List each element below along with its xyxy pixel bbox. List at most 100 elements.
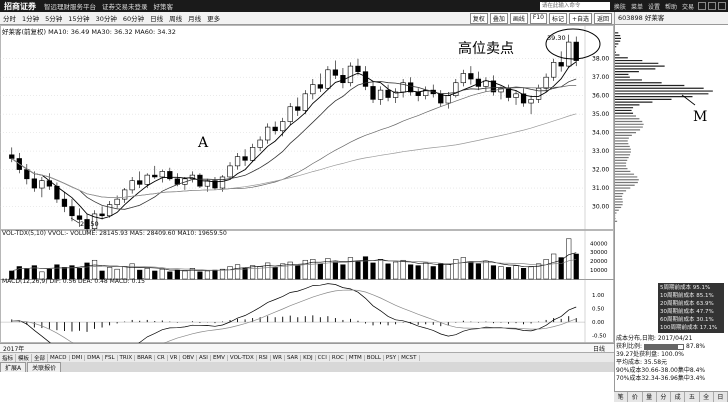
vol-ma10 [11,259,577,272]
overlay-button[interactable]: 叠加 [489,12,508,24]
menu-menu[interactable]: 菜单 [630,3,643,11]
period-weekly[interactable]: 周线 [169,15,183,23]
title-bar: 招商证券 智远理财服务平台 证券交易未登录 好策客 请在此输入命令 换肤 菜单 … [0,0,728,12]
price-tick: 34.00 [592,130,609,137]
indicator-brar[interactable]: BRAR [135,354,156,361]
candle [272,121,278,135]
back-button[interactable]: 返回 [593,12,612,24]
indicator-roc[interactable]: ROC [330,354,347,361]
volume-bar [528,266,534,280]
panel-button-7[interactable]: 日 [714,392,728,402]
period-30min[interactable]: 30分钟 [95,15,117,23]
f10-button[interactable]: F10 [529,12,547,24]
indicator-rsi[interactable]: RSI [257,354,271,361]
period-toolbar: 分时 1分钟 5分钟 15分钟 30分钟 60分钟 日线 周线 月线 更多 复权… [0,12,614,25]
period-more[interactable]: 更多 [207,15,221,23]
ma60-line [11,113,577,199]
indicator-mcst[interactable]: MCST [399,354,420,361]
volume-bar [332,261,338,280]
kline-chart[interactable]: 38.00 37.00 36.00 35.00 34.00 33.00 32.00 31.00… [0,25,614,343]
chart-tools: 复权 叠加 画线 F10 标记 +自选 返回 [469,12,612,24]
menu-item-trade[interactable]: 证券交易未登录 [102,3,148,11]
volume-bar [219,268,226,280]
period-daily[interactable]: 日线 [150,15,164,23]
period-15min[interactable]: 15分钟 [68,15,90,23]
mark-button[interactable]: 标记 [548,12,567,24]
period-monthly[interactable]: 月线 [188,15,202,23]
candle [551,58,557,81]
indicator-dmi[interactable]: DMI [70,354,86,361]
tab-extend-a[interactable]: 扩展A [0,361,27,373]
indicator-vol-tdx[interactable]: VOL-TDX [228,354,257,361]
volume-bar [76,268,83,280]
indicator-psy[interactable]: PSY [384,354,400,361]
draw-button[interactable]: 画线 [509,12,528,24]
indicator-cci[interactable]: CCI [316,354,330,361]
candle [573,36,579,67]
menu-help[interactable]: 帮助 [664,3,677,11]
indicator-dma[interactable]: DMA [85,354,103,361]
indicator-cr[interactable]: CR [155,354,168,361]
candle [212,176,218,190]
panel-button-1[interactable]: 价 [628,392,643,402]
panel-button-0[interactable]: 笔 [614,392,629,402]
stats-line1: 39.27处获利盘: 100.0% [616,351,684,358]
panel-button-3[interactable]: 分 [657,392,671,402]
maximize-button[interactable] [708,2,716,10]
menu-settings[interactable]: 设置 [647,3,660,11]
indicator-mtm[interactable]: MTM [347,354,365,361]
volume-bar [468,261,474,280]
adjust-button[interactable]: 复权 [469,12,488,24]
indicator-wr[interactable]: WR [271,354,285,361]
close-button[interactable] [718,2,726,10]
volume-bar [9,270,15,280]
volume-bar [340,264,346,280]
menu-item-hao[interactable]: 好策客 [153,3,174,11]
indicator-vr[interactable]: VR [168,354,181,361]
chip-distribution-chart: M [615,32,713,222]
tab-related-quotes[interactable]: 关联报价 [27,361,62,373]
indicator-macd[interactable]: MACD [48,354,70,361]
add-watchlist-button[interactable]: +自选 [568,12,592,24]
indicator-asi[interactable]: ASI [197,354,211,361]
indicator-指标[interactable]: 指标 [0,353,17,362]
menu-item-platform[interactable]: 智远理财服务平台 [44,3,96,11]
volume-tick: 40000 [590,241,608,247]
indicator-模板[interactable]: 模板 [16,353,33,362]
stats-line4: 70%成本32.34-36.96集中3.4% [616,375,706,382]
indicator-sar[interactable]: SAR [285,354,302,361]
period-1min[interactable]: 1分钟 [22,15,40,23]
volume-bar [438,263,444,280]
low-price-arrow [70,217,80,224]
indicator-boll[interactable]: BOLL [365,354,384,361]
volume-bar [159,268,165,280]
macd-tick: -0.50 [592,334,607,340]
period-60min[interactable]: 60分钟 [122,15,145,23]
chip-distribution-panel: M [614,25,728,402]
candle [137,171,143,189]
indicator-kdj[interactable]: KDJ [301,354,316,361]
indicator-emv[interactable]: EMV [211,354,228,361]
menu-skin[interactable]: 换肤 [613,3,626,11]
panel-button-5[interactable]: 五 [685,392,700,402]
panel-button-6[interactable]: 全 [700,392,714,402]
panel-button-2[interactable]: 量 [643,392,657,402]
menu-trade[interactable]: 交易 [681,3,694,11]
minimize-button[interactable] [698,2,706,10]
price-tick: 33.00 [592,148,609,155]
volume-bar [325,258,331,280]
indicator-obv[interactable]: OBV [180,354,198,361]
period-5min[interactable]: 5分钟 [45,15,63,23]
indicator-trix[interactable]: TRIX [118,354,136,361]
panel-button-4[interactable]: 成 [671,392,686,402]
candle [362,66,369,91]
volume-bar [400,259,406,280]
command-input[interactable]: 请在此输入命令 [539,2,610,10]
indicator-fsl[interactable]: FSL [103,354,118,361]
candle [438,90,444,107]
volume-bar [16,266,22,280]
daily-period-indicator[interactable]: 日线 [593,346,606,353]
period-intraday[interactable]: 分时 [3,15,16,23]
indicator-全部[interactable]: 全部 [32,353,49,362]
candle [242,149,248,166]
